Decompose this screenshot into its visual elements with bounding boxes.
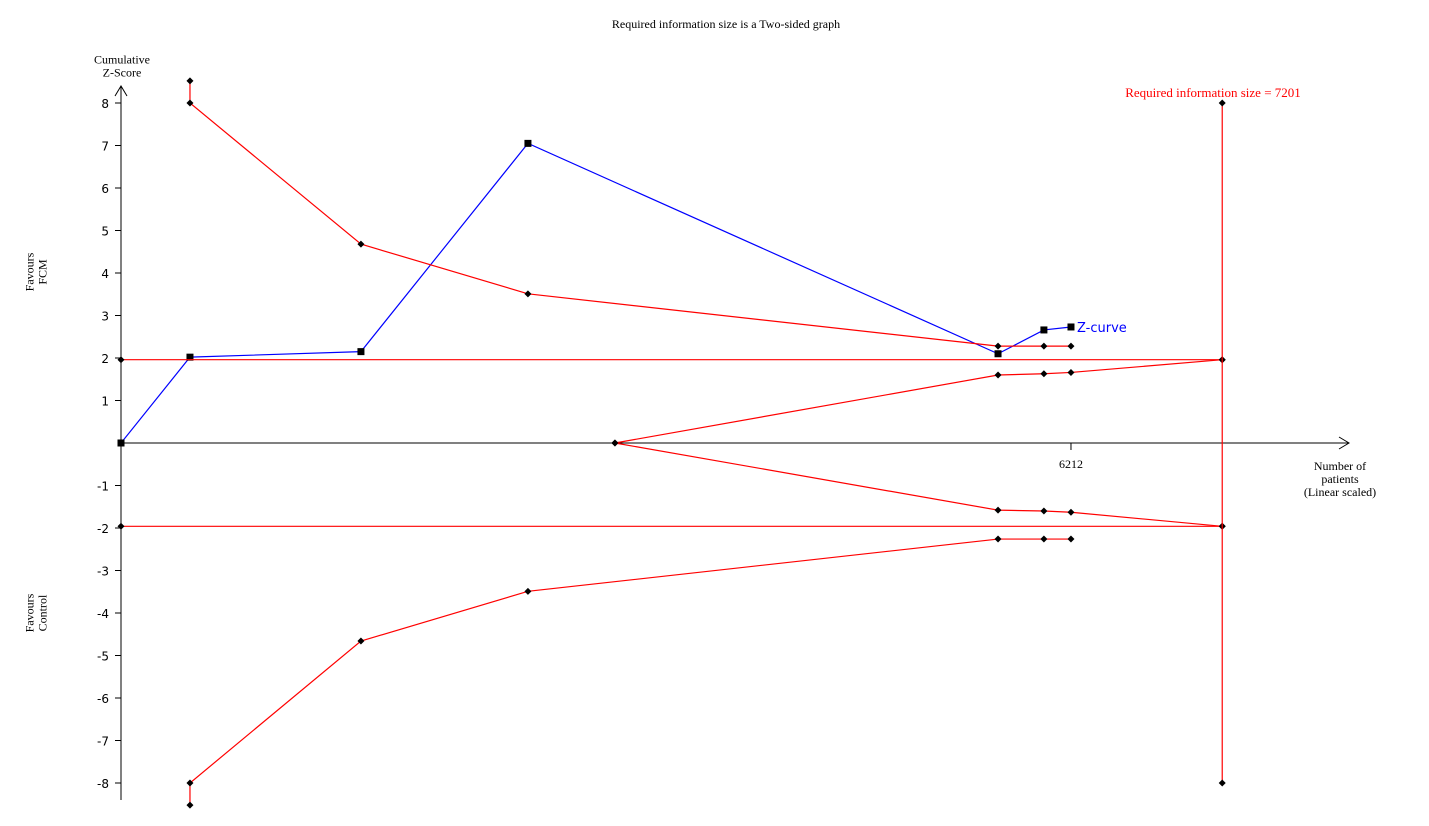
point	[1040, 326, 1048, 334]
point	[524, 139, 532, 147]
point	[186, 353, 194, 361]
y-tick-label: -1	[97, 480, 109, 494]
favours-label-line: Favours	[23, 252, 37, 291]
point	[357, 637, 365, 645]
point	[186, 99, 194, 107]
point	[1040, 370, 1048, 378]
point	[1040, 507, 1048, 515]
y-tick-label: 4	[101, 267, 109, 281]
point	[117, 522, 125, 530]
y-tick-label: -5	[97, 650, 109, 664]
series-line	[189, 80, 1071, 347]
point	[117, 439, 125, 447]
point	[1067, 342, 1075, 350]
point	[357, 348, 365, 356]
point	[1067, 508, 1075, 516]
point	[1067, 323, 1075, 331]
point	[611, 439, 619, 447]
point	[994, 371, 1002, 379]
favours-label: Favours FCM	[23, 252, 50, 291]
point	[1067, 535, 1075, 543]
point	[994, 535, 1002, 543]
series-line	[614, 442, 1223, 527]
point	[1067, 368, 1075, 376]
chart-title: Required information size is a Two-sided…	[612, 17, 840, 31]
point	[524, 587, 532, 595]
point	[524, 290, 532, 298]
y-axis-arrow	[114, 85, 128, 97]
point	[994, 342, 1002, 350]
y-axis-label-line: Z-Score	[103, 66, 142, 80]
x-axis-arrow	[1338, 436, 1350, 450]
y-tick-label: 5	[101, 225, 109, 239]
favours-label-line: Favours	[23, 593, 37, 632]
x-axis-label-line: Number of	[1314, 459, 1366, 473]
point	[1218, 99, 1226, 107]
point	[1218, 779, 1226, 787]
y-tick-label: -4	[97, 607, 109, 621]
point	[117, 356, 125, 364]
y-tick-label: 7	[101, 140, 109, 154]
point	[994, 506, 1002, 514]
y-tick-label: 2	[101, 352, 109, 366]
series-line	[120, 142, 1072, 444]
x-tick-label: 6212	[1059, 457, 1083, 471]
series-label: Z-curve	[1077, 321, 1127, 336]
point	[186, 801, 194, 809]
y-tick-label: 6	[101, 182, 109, 196]
point	[186, 779, 194, 787]
point	[1040, 342, 1048, 350]
favours-label-line: FCM	[36, 259, 50, 285]
x-axis-label-line: (Linear scaled)	[1304, 485, 1376, 499]
y-tick-label: -3	[97, 565, 109, 579]
y-tick-label: 3	[101, 310, 109, 324]
favours-label-line: Control	[36, 594, 50, 631]
y-tick-label: 8	[101, 97, 109, 111]
point	[994, 350, 1002, 358]
x-axis-label-line: patients	[1321, 472, 1359, 486]
point	[357, 240, 365, 248]
y-tick-label: 1	[101, 395, 109, 409]
y-tick-label: -8	[97, 777, 109, 791]
y-axis-label-line: Cumulative	[94, 53, 150, 67]
y-tick-label: -2	[97, 522, 109, 536]
y-tick-label: -7	[97, 735, 109, 749]
favours-label: Favours Control	[23, 593, 50, 632]
y-tick-label: -6	[97, 692, 109, 706]
series-line	[614, 359, 1223, 444]
series-line	[189, 538, 1071, 806]
annotation: Required information size = 7201	[1125, 85, 1301, 100]
point	[186, 77, 194, 85]
point	[1040, 535, 1048, 543]
